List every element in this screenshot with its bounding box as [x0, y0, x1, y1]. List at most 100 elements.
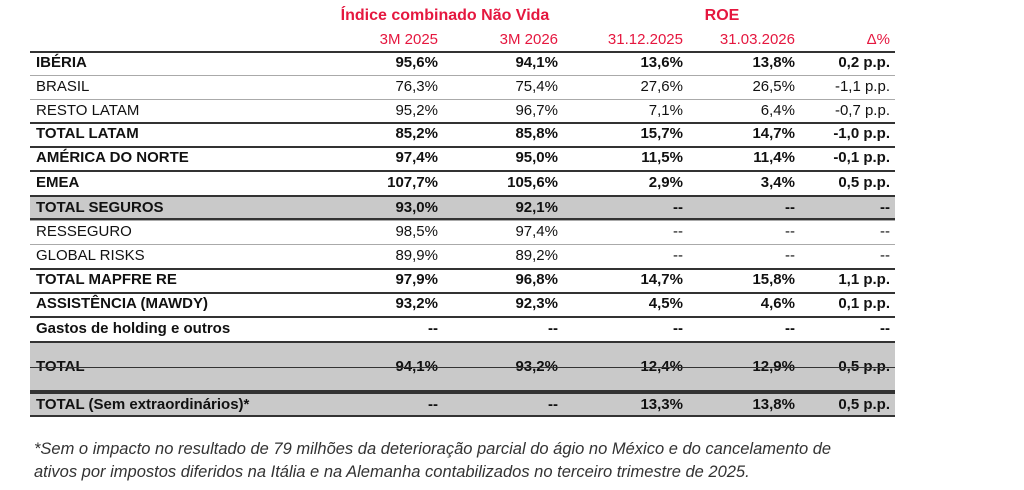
row-label: EMEA [36, 173, 80, 191]
cell-value: 2,9% [648, 173, 683, 191]
cell-value: 93,2% [395, 295, 438, 312]
row-label: IBÉRIA [36, 54, 87, 71]
cell-value: 89,2% [515, 247, 558, 264]
cell-value: -- [880, 319, 890, 337]
group-header: ROE [704, 7, 740, 24]
cell-value: 13,6% [640, 54, 683, 71]
cell-value: -- [428, 395, 438, 413]
cell-value: 95,6% [395, 54, 438, 71]
cell-value: -1,1 p.p. [834, 78, 890, 95]
table-row [30, 195, 895, 220]
column-header: 31.03.2026 [719, 31, 795, 48]
row-label: Gastos de holding e outros [36, 319, 231, 337]
cell-value: 93,2% [515, 357, 558, 375]
cell-value: 11,5% [641, 149, 683, 166]
cell-value: -- [880, 223, 890, 240]
row-label: TOTAL MAPFRE RE [36, 271, 177, 288]
cell-value: 107,7% [387, 173, 438, 191]
row-label: TOTAL SEGUROS [36, 198, 164, 216]
row-label: RESSEGURO [36, 223, 132, 240]
cell-value: 95,0% [515, 149, 558, 166]
cell-value: 12,4% [640, 357, 683, 375]
cell-value: 85,8% [515, 125, 558, 142]
table-row [30, 392, 895, 417]
cell-value: 95,2% [395, 101, 438, 119]
cell-value: 92,3% [515, 295, 558, 312]
cell-value: -- [785, 223, 795, 240]
cell-value: 1,1 p.p. [838, 271, 890, 288]
row-label: TOTAL [36, 357, 85, 375]
row-label: RESTO LATAM [36, 101, 140, 119]
cell-value: 0,5 p.p. [838, 395, 890, 413]
cell-value: -- [785, 198, 795, 216]
cell-value: 105,6% [507, 173, 558, 191]
cell-value: -0,1 p.p. [833, 149, 890, 166]
cell-value: -- [785, 319, 795, 337]
cell-value: 27,6% [640, 78, 683, 95]
cell-value: 11,4% [753, 149, 795, 166]
table-row [30, 75, 895, 99]
row-label: AMÉRICA DO NORTE [36, 149, 189, 166]
cell-value: 98,5% [395, 223, 438, 240]
cell-value: 75,4% [515, 78, 558, 95]
table-row [30, 122, 895, 146]
column-header: 3M 2026 [499, 31, 558, 48]
cell-value: 6,4% [760, 101, 795, 119]
cell-value: 15,7% [640, 125, 683, 142]
cell-value: 92,1% [515, 198, 558, 216]
row-label: BRASIL [36, 78, 90, 95]
cell-value: 0,5 p.p. [838, 173, 890, 191]
cell-value: 7,1% [648, 101, 683, 119]
table-row [30, 51, 895, 75]
column-header: 3M 2025 [379, 31, 438, 48]
cell-value: 93,0% [395, 198, 438, 216]
cell-value: -- [548, 395, 558, 413]
cell-value: 14,7% [752, 125, 795, 142]
cell-value: 13,8% [752, 54, 795, 71]
cell-value: 13,3% [640, 395, 683, 413]
cell-value: 76,3% [395, 78, 438, 95]
cell-value: 96,8% [515, 271, 558, 288]
table-row [30, 316, 895, 341]
cell-value: 97,4% [395, 149, 438, 166]
cell-value: -- [880, 247, 890, 264]
cell-value: 26,5% [752, 78, 795, 95]
table-row [30, 220, 895, 244]
cell-value: 4,5% [648, 295, 683, 312]
table-bottom-rule [30, 367, 895, 368]
cell-value: 0,5 p.p. [838, 357, 890, 375]
table-row [30, 341, 895, 392]
cell-value: 0,1 p.p. [838, 295, 890, 312]
cell-value: -- [880, 198, 890, 216]
cell-value: -1,0 p.p. [833, 125, 890, 142]
cell-value: -- [673, 223, 683, 240]
cell-value: -- [785, 247, 795, 264]
cell-value: -- [673, 247, 683, 264]
table-row [30, 244, 895, 268]
cell-value: 3,4% [760, 173, 795, 191]
cell-value: 94,1% [395, 357, 438, 375]
table-row [30, 99, 895, 122]
cell-value: 97,4% [515, 223, 558, 240]
cell-value: 89,9% [395, 247, 438, 264]
table-row [30, 292, 895, 316]
group-header: Índice combinado Não Vida [340, 7, 550, 24]
cell-value: -- [428, 319, 438, 337]
cell-value: -- [673, 198, 683, 216]
cell-value: 94,1% [515, 54, 558, 71]
column-header: Δ% [866, 31, 890, 48]
cell-value: 14,7% [640, 271, 683, 288]
cell-value: -- [548, 319, 558, 337]
row-label: TOTAL (Sem extraordinários)* [36, 395, 250, 413]
cell-value: 15,8% [752, 271, 795, 288]
table-row [30, 268, 895, 292]
cell-value: 4,6% [760, 295, 795, 312]
cell-value: 96,7% [515, 101, 558, 119]
footnote: *Sem o impacto no resultado de 79 milhõe… [34, 440, 832, 458]
cell-value: 97,9% [395, 271, 438, 288]
cell-value: 0,2 p.p. [838, 54, 890, 71]
column-header: 31.12.2025 [607, 31, 683, 48]
cell-value: -0,7 p.p. [834, 101, 890, 119]
row-label: ASSISTÊNCIA (MAWDY) [36, 295, 208, 312]
